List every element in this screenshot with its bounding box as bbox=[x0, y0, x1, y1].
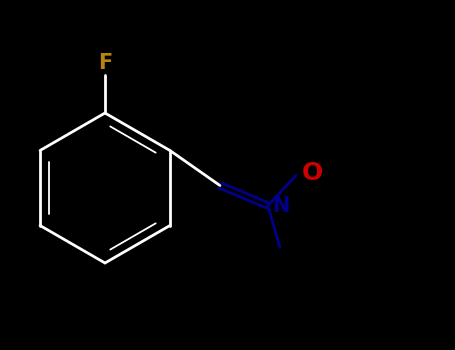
Text: O: O bbox=[302, 161, 323, 184]
Text: N: N bbox=[272, 196, 289, 216]
Text: F: F bbox=[98, 53, 112, 73]
